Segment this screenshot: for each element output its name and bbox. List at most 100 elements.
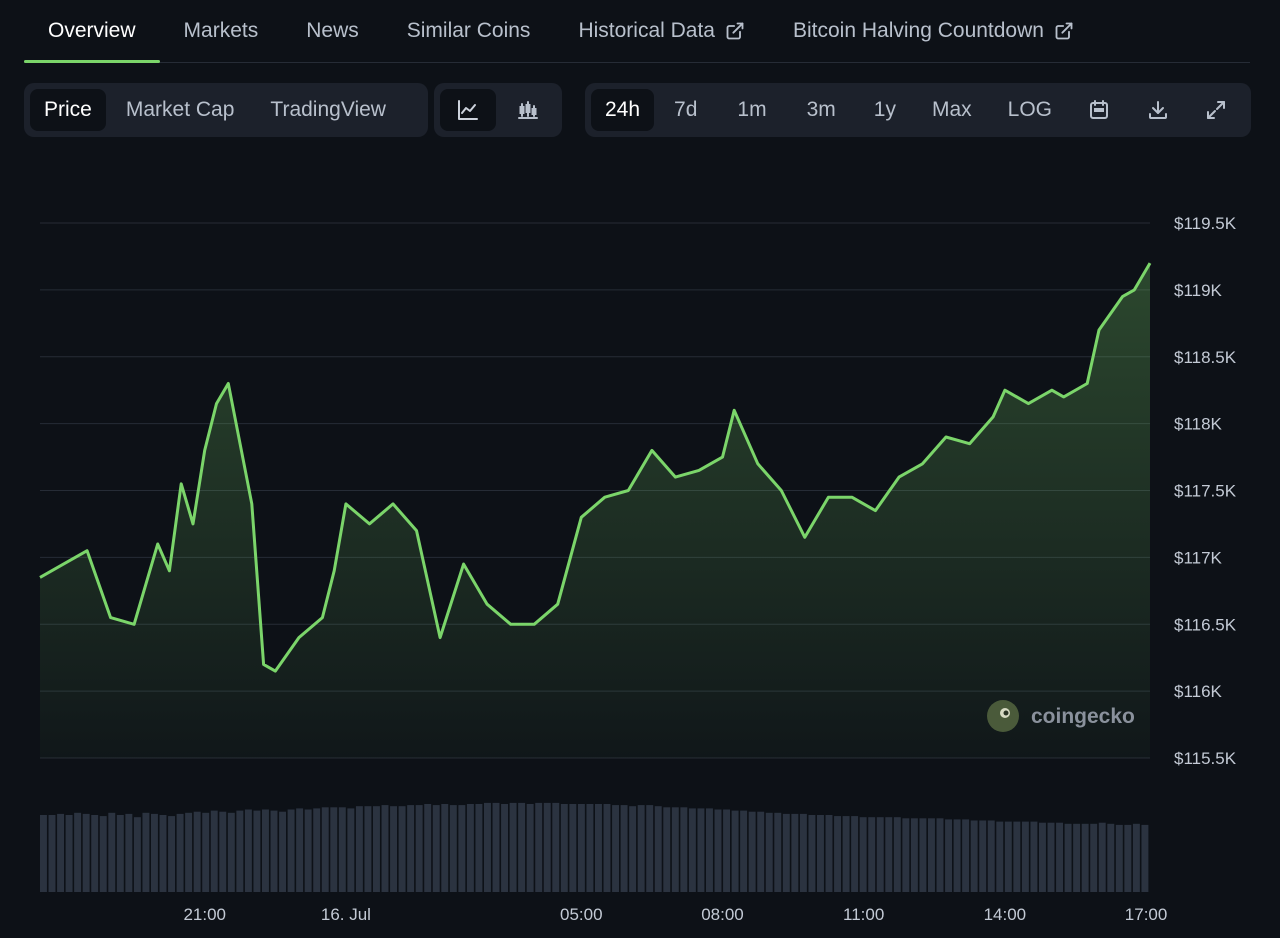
- volume-bar: [1141, 824, 1149, 892]
- tradingview-button[interactable]: TradingView: [270, 98, 386, 121]
- external-link-icon: [726, 22, 744, 40]
- range-1m-button[interactable]: 1m: [737, 98, 767, 121]
- volume-bar: [817, 815, 824, 892]
- range-7d-button[interactable]: 7d: [674, 98, 698, 121]
- volume-bar: [893, 817, 901, 892]
- y-tick-label: $117.5K: [1174, 482, 1237, 501]
- y-tick-label: $116.5K: [1174, 615, 1237, 634]
- volume-bar: [373, 806, 380, 892]
- volume-bar: [415, 805, 423, 892]
- y-tick-label: $119.5K: [1174, 214, 1237, 233]
- tab-overview[interactable]: Overview: [24, 0, 160, 63]
- volume-bar: [671, 807, 679, 892]
- volume-bar: [313, 808, 321, 892]
- fullscreen-icon: [1206, 101, 1225, 119]
- volume-bar: [714, 809, 722, 892]
- volume-bar: [133, 817, 141, 892]
- volume-bar: [996, 821, 1004, 892]
- volume-bar: [859, 817, 867, 892]
- volume-bar: [791, 813, 799, 892]
- tab-label: Similar Coins: [406, 19, 531, 42]
- tab-markets[interactable]: Markets: [160, 0, 283, 62]
- volume-bar: [518, 802, 526, 892]
- volume-bar: [270, 810, 278, 892]
- volume-bar: [620, 805, 628, 892]
- volume-bar: [475, 804, 483, 892]
- range-3m-button[interactable]: 3m: [806, 98, 836, 121]
- volume-bar: [928, 818, 935, 892]
- volume-bar: [654, 806, 662, 892]
- volume-bar: [509, 802, 517, 892]
- volume-bar: [910, 818, 918, 892]
- volume-bar: [142, 812, 150, 892]
- volume-bar: [236, 810, 244, 892]
- tab-bitcoin-halving-countdown[interactable]: Bitcoin Halving Countdown: [769, 0, 1098, 62]
- tab-similar-coins[interactable]: Similar Coins: [383, 0, 555, 62]
- volume-bar: [970, 820, 978, 892]
- volume-bar: [449, 805, 457, 892]
- volume-bar: [321, 807, 329, 892]
- volume-bar: [1107, 823, 1115, 892]
- volume-bar: [424, 804, 432, 892]
- volume-bar: [842, 816, 850, 892]
- volume-bar: [765, 812, 773, 892]
- volume-bar: [1021, 821, 1029, 892]
- range-24h-button[interactable]: 24h: [591, 89, 655, 131]
- coingecko-watermark: coingecko: [987, 700, 1135, 732]
- top-nav: Overview Markets News Similar Coins Hist…: [24, 0, 1250, 63]
- range-1y-button[interactable]: 1y: [873, 98, 896, 121]
- volume-bar: [569, 804, 577, 892]
- line-chart-button[interactable]: [440, 89, 496, 131]
- volume-bar: [723, 809, 731, 892]
- volume-bar: [919, 818, 927, 892]
- volume-bar: [1056, 822, 1064, 892]
- volume-bar: [125, 813, 133, 892]
- volume-bar: [535, 802, 543, 892]
- volume-bar: [706, 808, 713, 892]
- download-button[interactable]: [1128, 89, 1186, 131]
- y-axis: $119.5K $119K $118.5K $118K $117.5K $117K $116…: [1174, 214, 1237, 768]
- volume-bar: [646, 805, 654, 892]
- calendar-button[interactable]: [1070, 89, 1128, 131]
- tab-label: News: [306, 19, 359, 42]
- tab-news[interactable]: News: [282, 0, 383, 62]
- volume-bar: [526, 804, 534, 892]
- tab-label: Historical Data: [578, 19, 715, 42]
- volume-bar: [304, 809, 312, 892]
- line-chart-icon: [458, 100, 478, 120]
- market-cap-button[interactable]: Market Cap: [125, 98, 235, 121]
- log-scale-button[interactable]: LOG: [1007, 98, 1053, 121]
- volume-bar: [663, 807, 671, 892]
- volume-bar: [244, 809, 252, 892]
- price-button[interactable]: Price: [30, 89, 106, 131]
- volume-bar: [851, 816, 859, 892]
- volume-bar: [799, 813, 807, 892]
- volume-bar: [432, 805, 440, 892]
- volume-bar: [338, 807, 346, 892]
- candlestick-chart-button[interactable]: [500, 89, 556, 131]
- price-area: [40, 263, 1150, 758]
- price-chart[interactable]: $119.5K $119K $118.5K $118K $117.5K $117K $116…: [0, 150, 1280, 938]
- volume-bar: [902, 818, 910, 892]
- chart-mode-group: Price Market Cap TradingView: [24, 83, 428, 137]
- fullscreen-button[interactable]: [1187, 89, 1245, 131]
- volume-bar: [347, 808, 355, 892]
- y-tick-label: $118K: [1174, 415, 1223, 434]
- volume-bar: [979, 820, 987, 892]
- volume-bar: [296, 808, 304, 892]
- range-max-button[interactable]: Max: [931, 98, 972, 121]
- x-axis: 21:00 16. Jul 05:00 08:00 11:00 14:00 17:00: [183, 905, 1167, 924]
- x-tick-label: 11:00: [843, 905, 884, 924]
- volume-bar: [390, 806, 398, 892]
- volume-bar: [116, 815, 124, 892]
- y-tick-label: $117K: [1174, 548, 1223, 567]
- x-tick-label: 05:00: [560, 905, 603, 924]
- coingecko-logo-pupil: [1003, 710, 1009, 716]
- volume-bar: [612, 805, 620, 892]
- price-line: [39, 262, 1152, 673]
- tab-historical-data[interactable]: Historical Data: [554, 0, 769, 62]
- y-tick-label: $119K: [1174, 281, 1223, 300]
- volume-bar: [680, 807, 688, 892]
- volume-bar: [484, 802, 491, 892]
- chart-type-group: [434, 83, 562, 137]
